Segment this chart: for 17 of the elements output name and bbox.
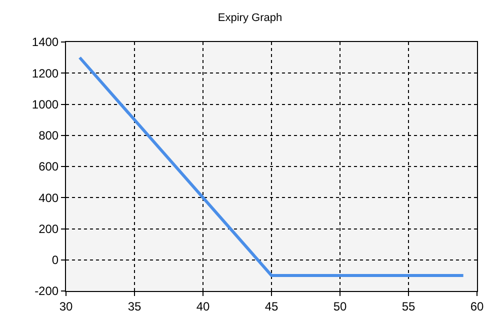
y-tick-label: 1000 <box>32 97 59 112</box>
x-tick-label: 55 <box>402 299 416 314</box>
x-tick-label: 60 <box>470 299 484 314</box>
x-tick-label: 45 <box>264 299 278 314</box>
y-tick-label: 200 <box>38 222 59 236</box>
x-tick-label: 40 <box>196 299 210 314</box>
y-tick-label: 400 <box>38 190 59 205</box>
y-tick-label: 800 <box>38 128 59 143</box>
y-tick-label: 1200 <box>32 66 59 80</box>
x-tick-label: 35 <box>128 299 142 314</box>
chart-title: Expiry Graph <box>218 12 282 24</box>
x-tick-label: 30 <box>59 299 73 314</box>
y-tick-label: 1400 <box>32 35 59 50</box>
y-tick-label: 0 <box>52 253 59 268</box>
x-tick-label: 50 <box>333 299 347 314</box>
y-tick-label: -200 <box>34 284 59 298</box>
y-tick-label: 600 <box>38 160 59 174</box>
